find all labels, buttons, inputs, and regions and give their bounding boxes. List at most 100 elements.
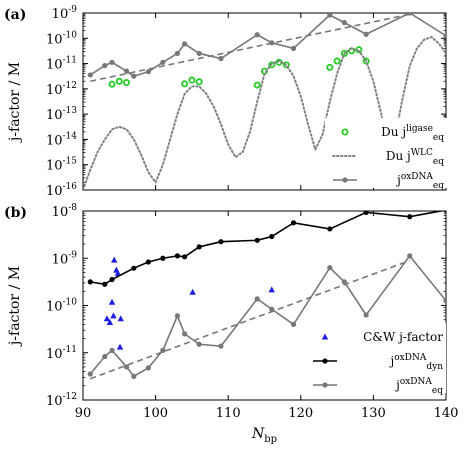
series-b-1-point xyxy=(269,233,275,240)
series-b-1-point xyxy=(407,214,413,220)
series-a-0-point xyxy=(108,80,116,88)
series-a-2-point xyxy=(174,50,180,57)
legend-swatch-a-2-marker xyxy=(342,177,348,183)
series-b-1-point xyxy=(196,244,202,250)
series-b-2-point xyxy=(443,298,446,304)
series-b-2-point xyxy=(269,306,275,312)
legend-swatch-b-1-marker xyxy=(322,358,328,364)
series-b-2-point xyxy=(87,371,93,377)
series-b-2-point xyxy=(327,265,333,271)
series-b-1-point xyxy=(174,253,180,259)
y-tick-label-a: 10-9 xyxy=(52,5,78,22)
series-b-2-point xyxy=(290,321,297,327)
series-a-0-point xyxy=(333,57,341,65)
series-a-2-point xyxy=(145,69,151,75)
panel-b: 10-12 10-11 10-10 10-9 10-8 90 100 110 120 130 140… xyxy=(4,203,458,445)
x-tick-label-b: 120 xyxy=(288,406,313,421)
x-tick-label-b: 130 xyxy=(361,406,386,421)
series-b-0-point xyxy=(110,312,117,319)
series-b-0-point xyxy=(103,315,111,322)
series-b-2-point xyxy=(218,343,224,349)
legend-label-b-1: joxDNAdyn xyxy=(389,353,444,372)
series-a-2-point xyxy=(254,32,260,38)
series-a-2-point xyxy=(87,72,93,78)
series-b-1-line xyxy=(90,211,446,286)
series-a-0-point xyxy=(181,80,189,88)
legend-box-b xyxy=(305,323,446,393)
series-b-1-point xyxy=(182,254,188,260)
series-b-1-point xyxy=(443,211,446,213)
legend-swatch-b-0 xyxy=(321,333,329,340)
series-a-0-point xyxy=(188,76,196,84)
series-a-0-point xyxy=(123,79,131,87)
y-tick-label-a: 10-12 xyxy=(46,81,77,98)
legend-label-a-0: Du jligaseeq xyxy=(381,124,444,143)
data-layer-b xyxy=(87,211,446,380)
series-a-2-point xyxy=(218,55,224,62)
series-b-2-point xyxy=(145,365,151,371)
series-b-2-point xyxy=(341,279,347,285)
series-a-2-point xyxy=(269,40,275,46)
series-b-1-point xyxy=(363,211,369,216)
series-a-2-point xyxy=(102,62,108,69)
series-b-2-point xyxy=(174,313,180,319)
data-layer-a xyxy=(83,13,446,190)
y-tick-label-b: 10-11 xyxy=(46,345,77,362)
series-b-0-point xyxy=(114,269,122,276)
series-b-1-point xyxy=(160,255,166,261)
series-b-1-point xyxy=(131,265,137,271)
x-tick-label-b: 110 xyxy=(216,406,241,421)
series-b-2-point xyxy=(123,364,130,370)
series-b-0-point xyxy=(268,286,275,293)
series-b-1-point xyxy=(218,239,224,245)
series-a-0-point xyxy=(195,78,203,86)
y-tick-label-a: 10-14 xyxy=(46,131,77,148)
trend-line-b xyxy=(89,259,410,380)
series-b-0-point xyxy=(189,288,196,295)
series-a-0-point xyxy=(253,81,261,89)
legend-swatch-a-0 xyxy=(341,128,349,136)
series-a-2-point xyxy=(290,45,297,52)
series-b-1-point xyxy=(102,281,108,287)
y-tick-label-b: 10-9 xyxy=(52,250,78,267)
series-a-2-point xyxy=(109,59,115,65)
plot-frame-a xyxy=(82,12,447,191)
series-b-2-point xyxy=(182,331,188,337)
y-tick-label-a: 10-15 xyxy=(46,157,77,174)
x-tick-label-b: 100 xyxy=(143,406,168,421)
series-b-1-point xyxy=(254,237,260,243)
series-b-2-point xyxy=(363,312,369,318)
series-b-2-point xyxy=(160,347,166,353)
legend-a: Du jligaseeq Du jWLCeq joxDNAeq xyxy=(325,118,447,191)
legend-swatch-b-2-marker xyxy=(322,382,328,388)
trend-line-a xyxy=(90,13,410,83)
series-b-1-point xyxy=(87,279,93,285)
panel-a: 10-16 10-15 10-14 10-13 10-12 10-11 10-10 10-9 j… xyxy=(4,5,447,199)
series-b-1-point xyxy=(145,259,151,265)
series-b-1-point xyxy=(109,276,115,283)
y-tick-label-a: 10-16 xyxy=(46,182,77,199)
series-b-0-point xyxy=(111,256,118,263)
y-tick-label-b: 10-10 xyxy=(46,298,77,315)
series-b-2-point xyxy=(407,253,413,259)
legend-label-b-2: joxDNAeq xyxy=(394,377,443,396)
series-b-0-point xyxy=(117,315,124,322)
legend-label-a-2: joxDNAeq xyxy=(395,172,444,191)
series-b-0-point xyxy=(106,319,114,326)
series-a-2-point xyxy=(123,68,130,74)
x-tick-label-b: 90 xyxy=(75,406,92,421)
series-b-0-point xyxy=(108,298,116,305)
y-tick-label-b: 10-8 xyxy=(52,203,78,220)
series-a-2-point xyxy=(443,33,446,39)
y-axis-label-b: j-factor / M xyxy=(7,266,23,347)
x-axis-label: Nbp xyxy=(251,426,277,445)
series-b-0-point xyxy=(116,343,124,350)
series-b-2-point xyxy=(254,296,260,302)
panel-tag-b: (b) xyxy=(4,205,27,221)
series-a-2-point xyxy=(407,13,413,16)
series-a-2-point xyxy=(327,13,333,18)
series-a-2-point xyxy=(196,50,202,57)
series-a-2-point xyxy=(131,73,137,79)
legend-label-a-1: Du jWLCeq xyxy=(386,148,444,167)
